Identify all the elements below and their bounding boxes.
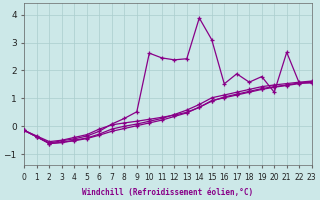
X-axis label: Windchill (Refroidissement éolien,°C): Windchill (Refroidissement éolien,°C) xyxy=(83,188,254,197)
